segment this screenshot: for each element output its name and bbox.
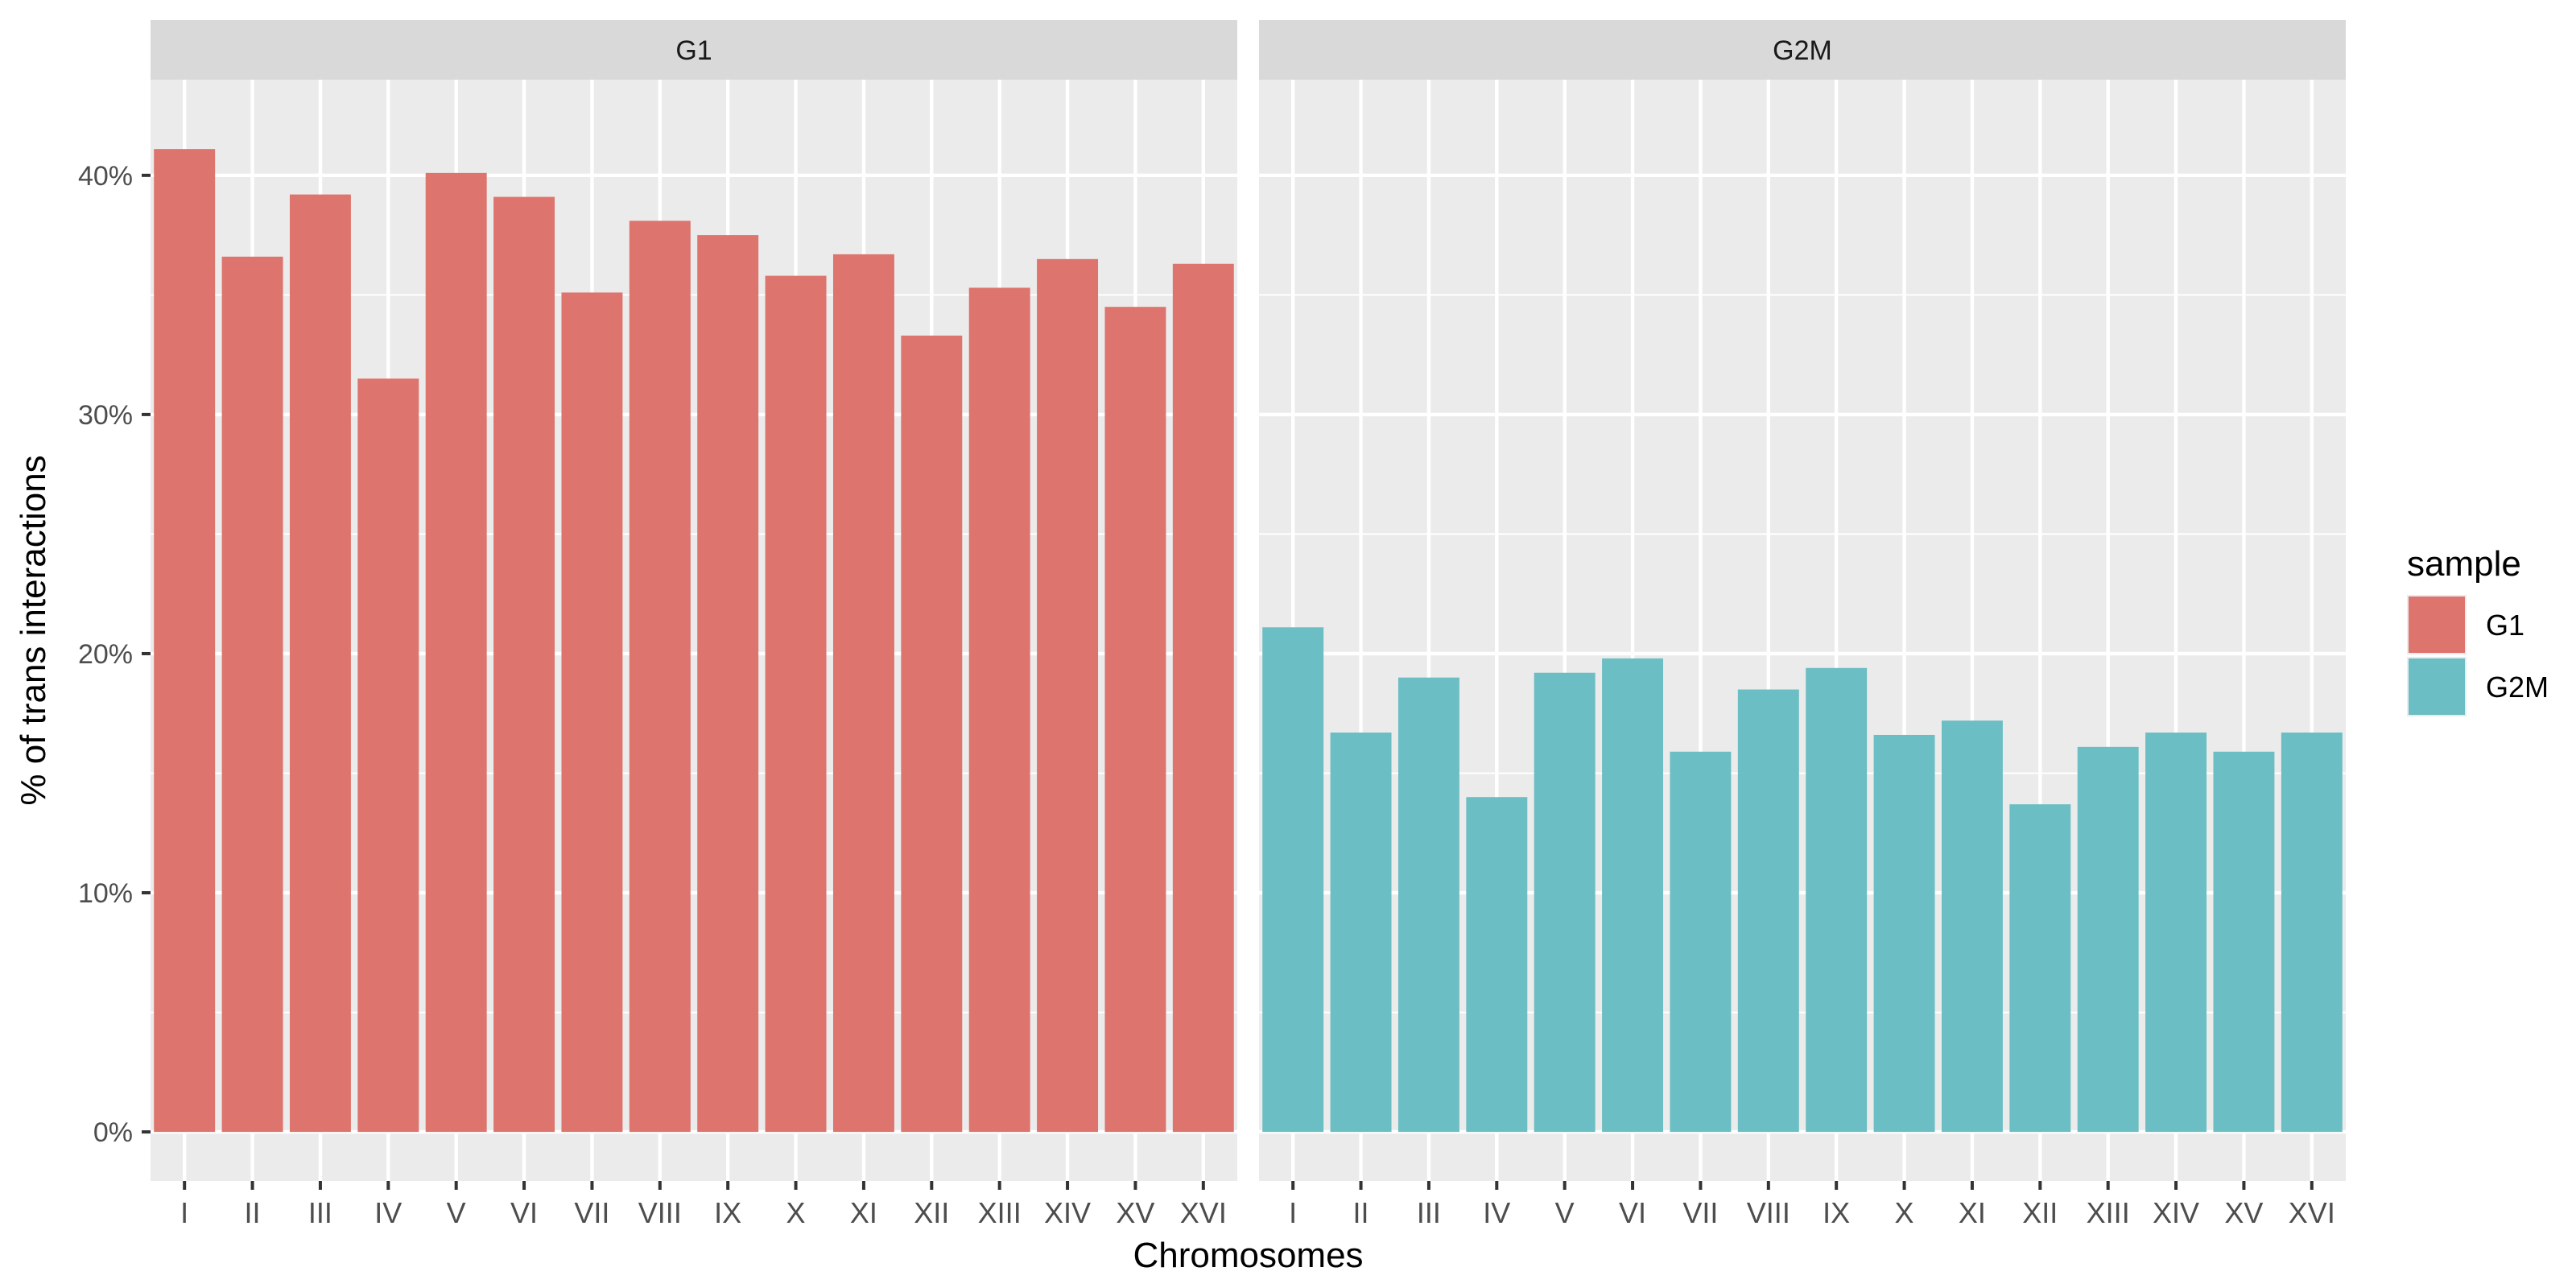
- bar-g1-x: [765, 275, 827, 1133]
- bar-g2m-iii: [1397, 677, 1459, 1133]
- x-tick-label: XII: [2022, 1196, 2058, 1229]
- x-tick-label: I: [180, 1196, 188, 1229]
- y-tick-label: 10%: [78, 878, 133, 909]
- bar-g1-ix: [697, 235, 759, 1133]
- x-tick-label: X: [1895, 1196, 1914, 1229]
- legend: sample G1 G2M: [2407, 544, 2549, 716]
- y-tick-label: 0%: [93, 1117, 133, 1148]
- legend-key-g2m: [2409, 658, 2465, 715]
- x-tick-label: IX: [714, 1196, 741, 1229]
- bar-g1-v: [425, 172, 487, 1133]
- x-tick-label: XIII: [2087, 1196, 2130, 1229]
- bar-g2m-xii: [2009, 804, 2071, 1133]
- bar-g1-xiii: [968, 287, 1030, 1133]
- bar-g2m-x: [1873, 734, 1935, 1133]
- bar-g1-xii: [901, 335, 963, 1133]
- x-tick-label: IV: [1483, 1196, 1510, 1229]
- x-tick-label: V: [447, 1196, 466, 1229]
- x-tick-label: II: [1353, 1196, 1369, 1229]
- bar-g2m-xv: [2213, 751, 2275, 1133]
- bar-g2m-v: [1534, 672, 1596, 1133]
- legend-label-g2m: G2M: [2486, 671, 2549, 704]
- x-tick-label: III: [308, 1196, 332, 1229]
- x-tick-label: VI: [510, 1196, 538, 1229]
- bar-g1-iv: [357, 378, 419, 1133]
- bar-g1-iii: [289, 194, 351, 1133]
- bar-g1-viii: [629, 221, 691, 1133]
- bar-g2m-vi: [1602, 658, 1664, 1133]
- x-tick-label: XIV: [2153, 1196, 2199, 1229]
- bar-g1-xiv: [1037, 258, 1099, 1133]
- x-tick-label: VIII: [1747, 1196, 1790, 1229]
- bar-g2m-ii: [1330, 732, 1392, 1133]
- facet-panel-g1: G1I II III IV V VI VII VIII IX X XI XII XIII XIV XV XVI…: [78, 20, 1237, 1229]
- x-tick-label: XV: [2224, 1196, 2263, 1229]
- facet-strip: [151, 20, 1237, 80]
- bar-g2m-xi: [1941, 720, 2003, 1133]
- x-tick-label: III: [1417, 1196, 1441, 1229]
- x-tick-label: XII: [914, 1196, 949, 1229]
- bar-g2m-xiv: [2145, 732, 2207, 1133]
- x-tick-label: XV: [1116, 1196, 1154, 1229]
- bar-g2m-viii: [1737, 689, 1799, 1133]
- y-tick-label: 30%: [78, 400, 133, 431]
- bar-g1-vii: [561, 292, 623, 1133]
- x-tick-label: XVI: [2289, 1196, 2335, 1229]
- y-tick-label: 20%: [78, 639, 133, 670]
- bar-g2m-xiii: [2077, 746, 2139, 1133]
- bar-g2m-xvi: [2281, 732, 2343, 1133]
- x-tick-label: II: [245, 1196, 261, 1229]
- facet-strip: [1259, 20, 2346, 80]
- facet-strip-label: G2M: [1773, 35, 1832, 66]
- x-tick-label: XIII: [978, 1196, 1022, 1229]
- x-tick-label: IX: [1823, 1196, 1850, 1229]
- x-tick-label: V: [1555, 1196, 1575, 1229]
- x-tick-label: I: [1289, 1196, 1297, 1229]
- legend-title: sample: [2407, 544, 2521, 584]
- bar-g1-xi: [832, 254, 894, 1133]
- x-axis-title: Chromosomes: [1133, 1236, 1363, 1275]
- x-tick-label: IV: [374, 1196, 402, 1229]
- bar-g1-vi: [493, 196, 555, 1133]
- legend-label-g1: G1: [2486, 609, 2524, 642]
- bar-g1-ii: [221, 256, 283, 1133]
- bar-g1-i: [154, 149, 216, 1133]
- bar-g1-xv: [1104, 307, 1166, 1133]
- x-tick-label: VIII: [638, 1196, 682, 1229]
- x-tick-label: XVI: [1180, 1196, 1227, 1229]
- x-tick-label: VII: [1682, 1196, 1718, 1229]
- x-tick-label: XIV: [1044, 1196, 1091, 1229]
- x-tick-label: VII: [574, 1196, 609, 1229]
- bar-g2m-ix: [1806, 667, 1868, 1133]
- y-axis-title: % of trans interactions: [14, 455, 53, 805]
- bar-g2m-vii: [1670, 751, 1732, 1133]
- x-tick-label: XI: [850, 1196, 877, 1229]
- bar-g1-xvi: [1172, 263, 1234, 1133]
- y-tick-label: 40%: [78, 161, 133, 192]
- x-tick-label: X: [786, 1196, 806, 1229]
- x-tick-label: VI: [1619, 1196, 1646, 1229]
- x-tick-label: XI: [1959, 1196, 1986, 1229]
- bar-g2m-i: [1262, 627, 1324, 1133]
- legend-key-g1: [2409, 597, 2465, 653]
- bar-g2m-iv: [1466, 797, 1528, 1133]
- facet-strip-label: G1: [675, 35, 712, 66]
